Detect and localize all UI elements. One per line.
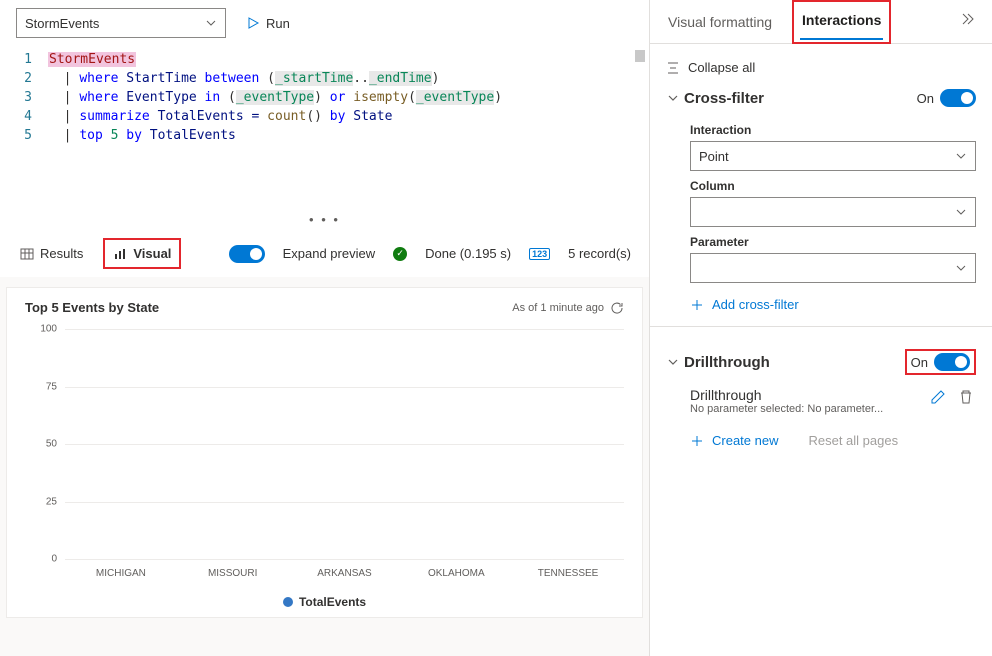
- code-line[interactable]: | summarize TotalEvents = count() by Sta…: [48, 107, 392, 126]
- drillthrough-on-label: On: [911, 355, 928, 370]
- x-tick-label: MICHIGAN: [81, 568, 161, 579]
- chevron-down-icon[interactable]: [666, 91, 680, 105]
- interaction-value: Point: [699, 149, 729, 164]
- column-select[interactable]: [690, 197, 976, 227]
- chart-legend: TotalEvents: [25, 595, 624, 609]
- refresh-icon[interactable]: [610, 301, 624, 315]
- results-tab-label: Results: [40, 246, 83, 261]
- chevron-double-right-icon: [960, 11, 976, 27]
- chevron-down-icon: [955, 150, 967, 162]
- parameter-field-label: Parameter: [690, 235, 976, 249]
- create-new-label: Create new: [712, 433, 778, 448]
- plus-icon: [690, 434, 704, 448]
- collapse-all-button[interactable]: Collapse all: [666, 54, 976, 81]
- crossfilter-toggle[interactable]: [940, 89, 976, 107]
- chart-icon: [113, 247, 127, 261]
- collapse-all-label: Collapse all: [688, 60, 755, 75]
- results-tab[interactable]: Results: [18, 242, 85, 265]
- y-tick-label: 100: [40, 324, 57, 335]
- add-crossfilter-label: Add cross-filter: [712, 297, 799, 312]
- reset-all-pages-label: Reset all pages: [808, 433, 898, 448]
- edit-drillthrough-button[interactable]: [928, 387, 948, 410]
- expand-preview-toggle[interactable]: [229, 245, 265, 263]
- plus-icon: [690, 298, 704, 312]
- drillthrough-section-title[interactable]: Drillthrough: [684, 354, 905, 371]
- line-number: 2: [0, 69, 48, 88]
- code-line[interactable]: | top 5 by TotalEvents: [48, 126, 236, 145]
- delete-drillthrough-button[interactable]: [956, 387, 976, 410]
- chart-title: Top 5 Events by State: [25, 300, 159, 315]
- query-editor[interactable]: 1StormEvents2 | where StartTime between …: [0, 46, 649, 216]
- chevron-down-icon: [955, 206, 967, 218]
- chevron-down-icon: [205, 17, 217, 29]
- chart-card: Top 5 Events by State As of 1 minute ago…: [6, 287, 643, 618]
- divider: [650, 326, 992, 327]
- x-tick-label: OKLAHOMA: [416, 568, 496, 579]
- line-number: 3: [0, 88, 48, 107]
- legend-label: TotalEvents: [299, 595, 366, 609]
- tab-interactions[interactable]: Interactions: [800, 2, 883, 40]
- crossfilter-section-title[interactable]: Cross-filter: [684, 90, 917, 107]
- add-crossfilter-button[interactable]: Add cross-filter: [690, 297, 976, 312]
- y-tick-label: 75: [46, 381, 57, 392]
- legend-marker: [283, 597, 293, 607]
- y-tick-label: 25: [46, 496, 57, 507]
- table-icon: [20, 247, 34, 261]
- more-button[interactable]: [960, 11, 976, 32]
- line-number: 1: [0, 50, 48, 69]
- pencil-icon: [930, 389, 946, 405]
- chart-plot: 0 25 50 75 100 MICHIGAN MISSOURI ARKANSAS OKLAH…: [25, 319, 624, 589]
- drillthrough-toggle[interactable]: [934, 353, 970, 371]
- create-new-button[interactable]: Create new: [690, 433, 778, 448]
- y-tick-label: 0: [51, 554, 57, 565]
- x-tick-label: TENNESSEE: [528, 568, 608, 579]
- y-tick-label: 50: [46, 439, 57, 450]
- x-tick-label: MISSOURI: [193, 568, 273, 579]
- drillthrough-item-subtitle: No parameter selected: No parameter...: [690, 403, 920, 415]
- run-button[interactable]: Run: [238, 12, 298, 35]
- visual-tab-label: Visual: [133, 246, 171, 261]
- tab-visual-formatting[interactable]: Visual formatting: [666, 4, 774, 40]
- chevron-down-icon: [955, 262, 967, 274]
- x-tick-label: ARKANSAS: [304, 568, 384, 579]
- code-line[interactable]: | where StartTime between (_startTime.._…: [48, 69, 439, 88]
- run-label: Run: [266, 16, 290, 31]
- visual-tab[interactable]: Visual: [111, 242, 173, 265]
- scope-value: StormEvents: [25, 16, 99, 31]
- resize-handle[interactable]: • • •: [0, 216, 649, 230]
- code-line[interactable]: | where EventType in (_eventType) or ise…: [48, 88, 502, 107]
- line-number: 4: [0, 107, 48, 126]
- chevron-down-icon[interactable]: [666, 355, 680, 369]
- interaction-field-label: Interaction: [690, 123, 976, 137]
- interaction-select[interactable]: Point: [690, 141, 976, 171]
- status-done-icon: ✓: [393, 247, 407, 261]
- drillthrough-item-title: Drillthrough: [690, 387, 920, 403]
- scope-select[interactable]: StormEvents: [16, 8, 226, 38]
- crossfilter-on-label: On: [917, 91, 934, 106]
- records-badge-icon: 123: [529, 248, 550, 260]
- expand-preview-label: Expand preview: [283, 246, 376, 261]
- collapse-icon: [666, 61, 680, 75]
- parameter-select[interactable]: [690, 253, 976, 283]
- column-field-label: Column: [690, 179, 976, 193]
- code-line[interactable]: StormEvents: [48, 50, 136, 69]
- reset-all-pages-button: Reset all pages: [808, 433, 898, 448]
- play-icon: [246, 16, 260, 30]
- editor-scrollbar[interactable]: [635, 50, 645, 62]
- status-done-label: Done (0.195 s): [425, 246, 511, 261]
- trash-icon: [958, 389, 974, 405]
- line-number: 5: [0, 126, 48, 145]
- chart-asof-label: As of 1 minute ago: [512, 302, 604, 314]
- records-count-label: 5 record(s): [568, 246, 631, 261]
